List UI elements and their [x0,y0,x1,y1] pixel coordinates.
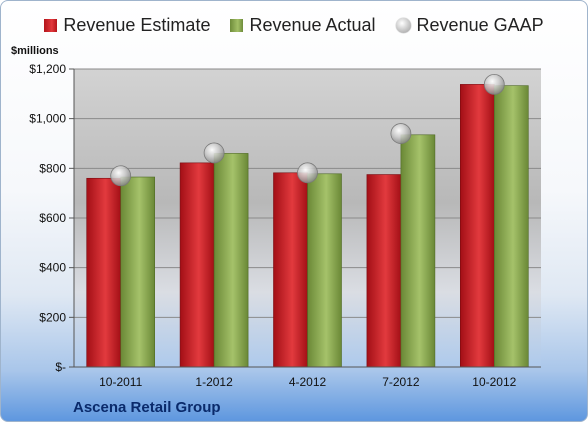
legend-label-revenue-estimate: Revenue Estimate [63,15,211,35]
bars [86,84,529,368]
marker-revenue-gaap [297,162,318,184]
x-tick-label: 10-2011 [99,375,142,389]
bar-revenue-actual [493,85,529,368]
legend-label-revenue-gaap: Revenue GAAP [416,15,544,35]
marker-revenue-gaap [390,123,412,144]
bar-revenue-estimate [366,174,402,368]
legend-item-revenue-actual: Revenue Actual [230,15,376,36]
legend-swatch-revenue-actual [230,19,244,32]
legend-swatch-revenue-estimate [44,19,58,32]
y-axis-ticks: $- $200 $400 $600 $800 $1,000 $1,200 [29,62,75,374]
legend: Revenue Estimate Revenue Actual Revenue … [1,15,587,36]
y-tick-label: $- [55,360,66,374]
y-tick-label: $200 [39,310,66,324]
x-tick-label: 7-2012 [382,375,420,389]
legend-label-revenue-actual: Revenue Actual [249,15,376,35]
bar-revenue-estimate [86,177,121,368]
bar-revenue-estimate [459,84,495,368]
y-tick-label: $800 [39,161,66,175]
x-tick-label: 4-2012 [289,375,327,389]
y-tick-label: $400 [39,261,66,275]
y-tick-label: $1,200 [29,62,66,76]
legend-swatch-revenue-gaap [395,18,411,33]
y-tick-label: $600 [39,211,66,225]
marker-revenue-gaap [203,142,225,164]
bar-revenue-estimate [273,172,308,368]
bar-revenue-actual [120,176,155,368]
y-axis-unit-label: $millions [11,45,59,57]
x-axis-ticks: 10-2011 1-2012 4-2012 7-2012 10-2012 [74,366,541,389]
legend-item-revenue-gaap: Revenue GAAP [395,15,544,36]
marker-revenue-gaap [110,165,132,187]
x-tick-label: 10-2012 [472,375,516,389]
gaap-markers [110,73,505,187]
legend-item-revenue-estimate: Revenue Estimate [44,15,210,36]
bar-revenue-actual [400,134,436,368]
y-tick-label: $1,000 [29,112,66,126]
bar-revenue-actual [307,173,342,368]
x-tick-label: 1-2012 [195,375,233,389]
bar-revenue-estimate [179,162,215,368]
company-label: Ascena Retail Group [73,399,221,416]
marker-revenue-gaap [483,73,505,95]
bar-revenue-actual [213,153,249,368]
